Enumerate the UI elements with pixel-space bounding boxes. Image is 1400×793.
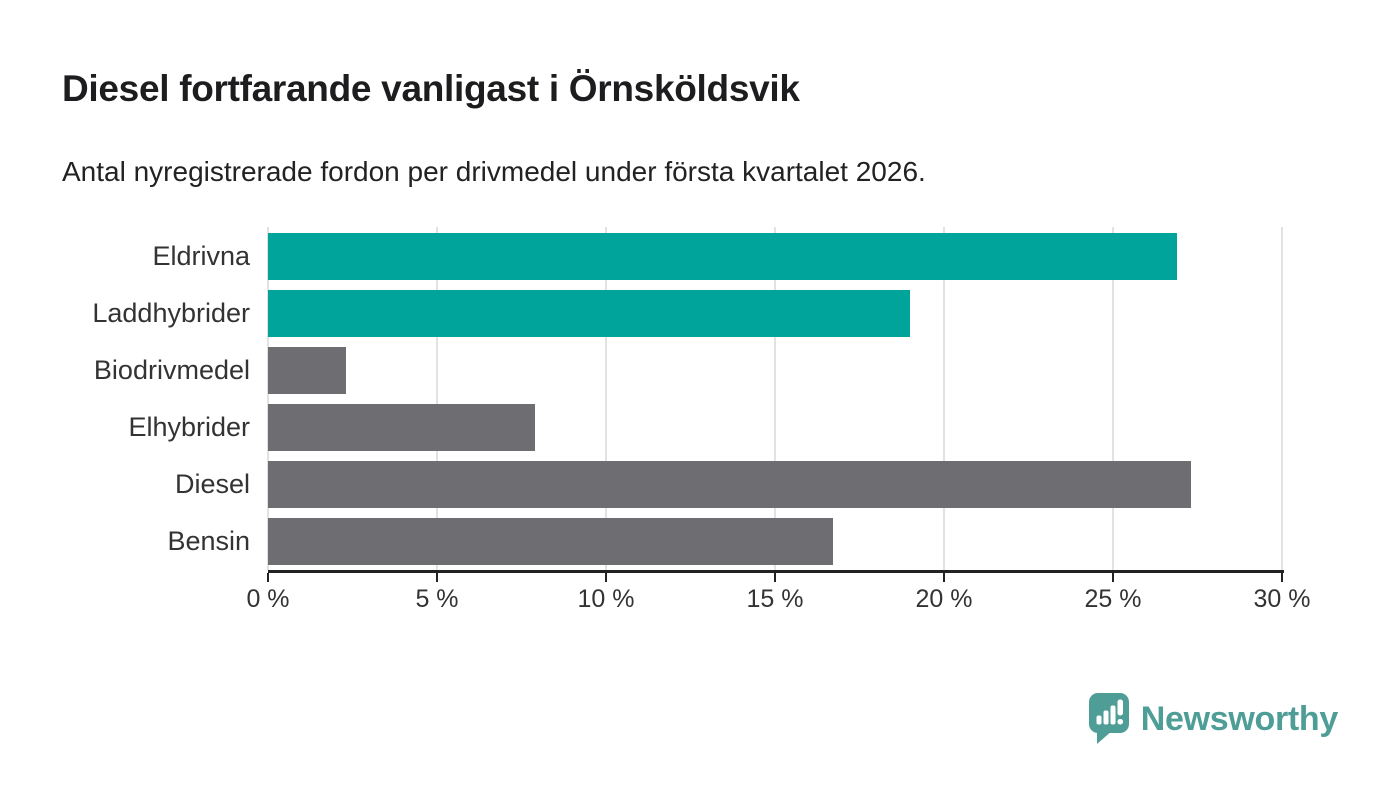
- category-label: Elhybrider: [128, 412, 250, 442]
- axis-tick: [1112, 573, 1114, 582]
- gridline: [774, 227, 776, 570]
- gridline: [1112, 227, 1114, 570]
- bar: [268, 347, 346, 394]
- axis-tick-label: 30 %: [1253, 585, 1311, 613]
- chart-subtitle: Antal nyregistrerade fordon per drivmede…: [62, 156, 926, 187]
- bar: [268, 290, 911, 337]
- gridline: [943, 227, 945, 570]
- axis-tick: [267, 573, 269, 582]
- axis-tick: [943, 573, 945, 582]
- axis-tick-label: 20 %: [915, 585, 973, 613]
- gridline: [436, 227, 438, 570]
- newsworthy-logo: Newsworthy: [1088, 693, 1338, 745]
- bar: [268, 461, 1191, 508]
- axis-tick-label: 5 %: [415, 585, 459, 613]
- axis-tick: [1281, 573, 1283, 582]
- axis-tick: [605, 573, 607, 582]
- bar: [268, 518, 833, 565]
- axis-tick-label: 25 %: [1084, 585, 1142, 613]
- newsworthy-logo-text: Newsworthy: [1140, 699, 1339, 738]
- chart-title: Diesel fortfarande vanligast i Örnskölds…: [62, 68, 800, 109]
- axis-tick-label: 0 %: [246, 585, 290, 613]
- axis-tick: [774, 573, 776, 582]
- axis-tick-label: 10 %: [577, 585, 635, 613]
- bar: [268, 404, 535, 451]
- x-axis-line: [268, 570, 1284, 573]
- category-label: Bensin: [167, 526, 250, 556]
- category-label: Eldrivna: [152, 241, 250, 271]
- category-label: Biodrivmedel: [93, 355, 250, 385]
- bar-chart: Eldrivna Laddhybrider Biodrivmedel Elhybrid…: [0, 227, 1400, 627]
- category-label: Diesel: [174, 469, 250, 499]
- gridline: [1281, 227, 1283, 570]
- gridline: [267, 227, 269, 570]
- newsworthy-logo-icon: [1088, 693, 1129, 744]
- bar: [268, 233, 1178, 280]
- gridline: [605, 227, 607, 570]
- axis-tick: [436, 573, 438, 582]
- category-label: Laddhybrider: [92, 298, 250, 328]
- axis-tick-label: 15 %: [746, 585, 804, 613]
